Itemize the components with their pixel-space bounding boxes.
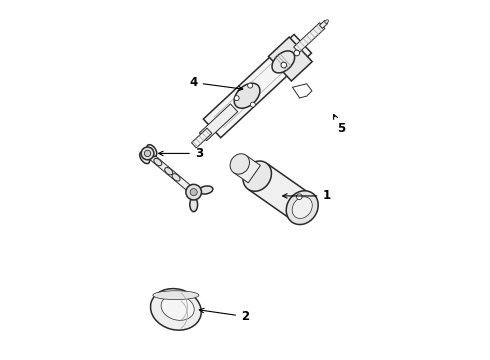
Circle shape <box>296 194 302 199</box>
Circle shape <box>145 150 151 157</box>
Ellipse shape <box>190 198 197 212</box>
Polygon shape <box>294 23 325 53</box>
Ellipse shape <box>154 158 162 166</box>
Ellipse shape <box>243 161 271 191</box>
Circle shape <box>141 147 154 160</box>
Polygon shape <box>203 35 312 138</box>
Text: 4: 4 <box>190 76 243 91</box>
Text: 1: 1 <box>283 189 331 202</box>
Polygon shape <box>269 37 312 81</box>
Circle shape <box>294 50 300 56</box>
Polygon shape <box>234 155 260 183</box>
Ellipse shape <box>161 295 194 320</box>
Polygon shape <box>192 128 212 148</box>
Polygon shape <box>199 104 238 141</box>
Ellipse shape <box>272 51 294 73</box>
Circle shape <box>281 62 287 68</box>
Ellipse shape <box>140 152 150 164</box>
Polygon shape <box>146 151 193 192</box>
Ellipse shape <box>165 167 172 175</box>
Ellipse shape <box>292 197 312 219</box>
Ellipse shape <box>325 20 328 23</box>
Circle shape <box>250 102 255 107</box>
Ellipse shape <box>147 145 157 157</box>
Circle shape <box>186 184 201 200</box>
Text: 5: 5 <box>334 114 345 135</box>
Ellipse shape <box>172 174 180 181</box>
Text: 2: 2 <box>199 309 249 323</box>
Ellipse shape <box>153 291 199 300</box>
Ellipse shape <box>286 191 318 225</box>
Polygon shape <box>249 164 311 221</box>
Text: 3: 3 <box>159 147 203 160</box>
Ellipse shape <box>234 83 260 108</box>
Circle shape <box>234 96 239 100</box>
Ellipse shape <box>199 186 213 194</box>
Ellipse shape <box>230 154 249 174</box>
Polygon shape <box>319 21 327 28</box>
Circle shape <box>190 189 197 196</box>
Ellipse shape <box>150 289 201 330</box>
Circle shape <box>247 83 253 88</box>
